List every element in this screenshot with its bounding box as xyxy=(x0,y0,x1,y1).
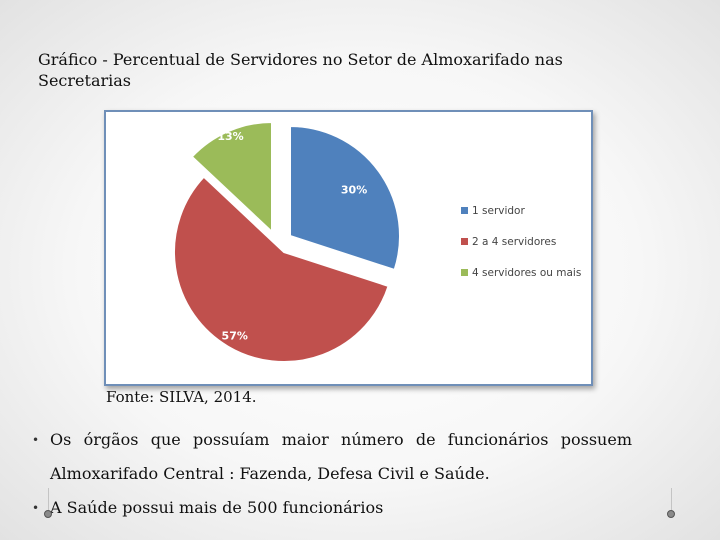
legend-swatch xyxy=(461,207,468,214)
legend-swatch xyxy=(461,238,468,245)
bullet-marker: • xyxy=(32,501,40,515)
legend-label: 4 servidores ou mais xyxy=(472,267,581,279)
decor-line-left xyxy=(48,488,49,514)
bullet-list: • Os órgãos que possuíam maior número de… xyxy=(32,423,632,525)
decor-dot-right xyxy=(667,510,675,518)
bullet-text: A Saúde possui mais de 500 funcionários xyxy=(50,498,384,517)
bullet-text-line2: Almoxarifado Central : Fazenda, Defesa C… xyxy=(50,464,490,483)
slide-title: Gráfico - Percentual de Servidores no Se… xyxy=(38,50,563,90)
pie-data-label: 30% xyxy=(341,183,367,196)
pie-chart: 30% 57% 13% 1 servidor 2 a 4 servidores 4 ser… xyxy=(104,110,593,386)
legend-label: 2 a 4 servidores xyxy=(472,236,556,248)
pie-chart-svg: 30% 57% 13% 1 servidor 2 a 4 servidores 4 ser… xyxy=(173,120,581,363)
pie-data-label: 13% xyxy=(217,130,243,143)
bullet-text-line1: Os órgãos que possuíam maior número de f… xyxy=(50,430,632,449)
decor-dot-left xyxy=(44,510,52,518)
pie-slice xyxy=(289,124,401,272)
pie-data-label: 57% xyxy=(222,329,248,342)
bullet-marker: • xyxy=(32,433,40,447)
bullet-item: • Os órgãos que possuíam maior número de… xyxy=(32,423,632,491)
bullet-item: • A Saúde possui mais de 500 funcionário… xyxy=(32,491,632,525)
chart-source: Fonte: SILVA, 2014. xyxy=(106,388,257,406)
legend-label: 1 servidor xyxy=(472,205,525,217)
pie-slice xyxy=(190,120,273,235)
decor-line-right xyxy=(671,488,672,514)
pie-slice xyxy=(173,175,390,363)
legend-swatch xyxy=(461,269,468,276)
